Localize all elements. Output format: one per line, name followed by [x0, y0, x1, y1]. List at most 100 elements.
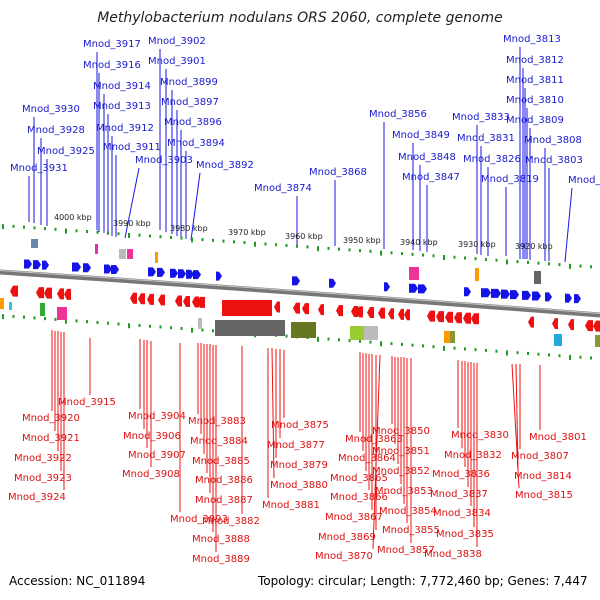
tick-mark — [569, 263, 571, 269]
tick-mark — [422, 253, 424, 257]
gene-arrow — [44, 287, 52, 299]
tick-mark — [243, 241, 246, 245]
gene-label: Mnod_3904 — [128, 411, 186, 422]
feature-block — [222, 300, 272, 316]
gene-label: Mnod_3850 — [372, 426, 430, 437]
gene-label: Mnod_3832 — [444, 450, 502, 461]
tick-mark — [327, 246, 330, 250]
tick-mark — [23, 315, 25, 319]
tick-mark — [117, 232, 120, 236]
tick-mark — [590, 265, 592, 269]
gene-arrow — [427, 310, 435, 322]
gene-label: Mnod_3881 — [262, 500, 320, 511]
tick-mark — [12, 224, 15, 228]
gene-label: Mnod_3819 — [481, 174, 539, 185]
tick-mark — [422, 344, 424, 348]
gene-arrow — [42, 260, 49, 270]
tick-mark — [285, 243, 288, 247]
gene-label: Mnod_3875 — [271, 420, 329, 431]
tick-mark — [527, 351, 529, 355]
tick-mark — [75, 319, 78, 323]
gene-arrow — [574, 294, 581, 304]
scale-label: 3950 kbp — [343, 236, 381, 245]
top-gene-labels: Mnod_3917 Mnod_3902 Mnod_3916 Mnod_3901 Mnod… — [10, 34, 600, 194]
gene-arrow — [367, 307, 374, 319]
scale-labels: 4000 kbp 3990 kbp 3980 kbp 3970 kbp 3960 kbp… — [54, 213, 553, 251]
gene-arrow — [147, 293, 154, 305]
tick-mark — [54, 317, 57, 321]
gene-label: Mnod_3868 — [309, 167, 367, 178]
tick-mark — [107, 231, 109, 235]
callout-line — [190, 172, 201, 241]
gene-label: Mnod_3892 — [196, 160, 254, 171]
tick-mark — [474, 257, 477, 261]
gene-arrow — [216, 271, 222, 281]
gene-arrow — [192, 296, 199, 308]
gene-arrow — [471, 313, 479, 325]
bottom-strand-features — [0, 285, 600, 347]
tick-mark — [495, 258, 498, 262]
tick-mark — [411, 343, 414, 347]
feature-block — [409, 267, 419, 280]
tick-mark — [275, 243, 277, 247]
gene-arrow — [302, 303, 309, 315]
gene-label: Mnod_3834 — [433, 508, 491, 519]
gene-label: Mnod_3836 — [432, 469, 490, 480]
callout-line — [564, 187, 573, 263]
scale-label: 3960 kbp — [285, 232, 323, 241]
tick-mark — [159, 235, 162, 239]
tick-mark — [485, 257, 487, 261]
tick-mark — [506, 350, 508, 356]
feature-block — [215, 320, 285, 336]
tick-mark — [117, 322, 120, 326]
tick-mark — [369, 249, 372, 253]
gene-label: Mnod_3808 — [524, 135, 582, 146]
scale-label: 3990 kbp — [113, 219, 151, 228]
gene-arrow — [170, 268, 178, 278]
tick-mark — [44, 317, 46, 321]
feature-block — [155, 252, 158, 263]
gene-label: Mnod_3803 — [525, 155, 583, 166]
gene-arrow — [292, 276, 300, 286]
gene-arrow — [384, 282, 390, 292]
gene-arrow — [130, 292, 137, 304]
tick-mark — [86, 320, 88, 324]
feature-block — [40, 303, 45, 316]
tick-mark — [558, 263, 561, 267]
gene-label: Mnod_3852 — [372, 466, 430, 477]
gene-label: Mnod_3811 — [506, 75, 564, 86]
gene-arrow — [552, 318, 558, 330]
gene-label: Mnod_3902 — [148, 36, 206, 47]
feature-block — [0, 298, 4, 309]
tick-mark — [285, 334, 288, 338]
gene-label: Mnod_3893 — [170, 514, 228, 525]
gene-label: Mnod_3931 — [10, 163, 68, 174]
feature-block — [57, 307, 67, 320]
tick-mark — [264, 242, 267, 246]
tick-mark — [222, 239, 225, 243]
tick-mark — [86, 230, 88, 234]
gene-arrow — [398, 308, 404, 320]
gene-label: Mnod_3831 — [457, 133, 515, 144]
genome-backbone — [0, 269, 600, 318]
gene-label: Mnod_3835 — [436, 529, 494, 540]
tick-mark — [359, 339, 361, 343]
gene-label: Mnod_3911 — [103, 142, 161, 153]
gene-label: Mnod_3883 — [188, 416, 246, 427]
tick-mark — [485, 348, 487, 352]
tick-mark — [75, 229, 78, 233]
gene-label: Mnod_3923 — [14, 473, 72, 484]
tick-mark — [107, 321, 109, 325]
map-title: Methylobacterium nodulans ORS 2060, comp… — [97, 10, 503, 26]
gene-label: Mnod_3814 — [514, 471, 572, 482]
tick-mark — [65, 228, 67, 234]
gene-label: Mnod_3877 — [267, 440, 325, 451]
tick-mark — [23, 225, 25, 229]
gene-arrow — [64, 288, 71, 300]
gene-arrow — [351, 306, 358, 318]
tick-mark — [180, 236, 183, 240]
gene-arrow — [585, 320, 593, 332]
tick-mark — [348, 339, 351, 343]
gene-arrow — [193, 270, 201, 280]
gene-label: Mnod_3912 — [96, 123, 154, 134]
